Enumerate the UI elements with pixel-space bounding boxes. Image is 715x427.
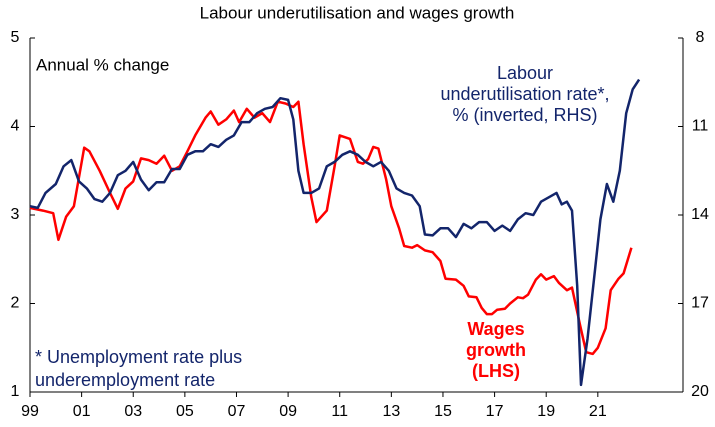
series-line bbox=[29, 100, 633, 356]
series-annotation: growth bbox=[466, 340, 526, 360]
x-tick-label: 11 bbox=[331, 403, 348, 420]
x-tick-label: 13 bbox=[382, 403, 400, 420]
y-tick-label: 2 bbox=[11, 295, 20, 312]
chart-title: Labour underutilisation and wages growth bbox=[200, 3, 515, 22]
x-tick-label: 03 bbox=[124, 403, 142, 420]
series-annotation: Wages bbox=[467, 319, 524, 339]
y-tick-label: 4 bbox=[11, 118, 20, 135]
x-tick-label: 19 bbox=[537, 403, 555, 420]
series-annotation: (LHS) bbox=[472, 361, 520, 381]
series-line bbox=[29, 78, 641, 387]
x-tick-label: 99 bbox=[21, 403, 39, 420]
x-tick-label: 15 bbox=[434, 403, 452, 420]
x-tick-label: 17 bbox=[486, 403, 504, 420]
footnote: * Unemployment rate plus bbox=[35, 347, 242, 367]
y2-tick-label: 14 bbox=[691, 206, 709, 223]
series-annotation: Labour bbox=[497, 63, 553, 83]
y2-tick-label: 8 bbox=[696, 29, 705, 46]
y2-tick-label: 20 bbox=[691, 383, 709, 400]
x-tick-label: 21 bbox=[589, 403, 607, 420]
y-axis-label: Annual % change bbox=[36, 55, 169, 74]
x-tick-label: 09 bbox=[279, 403, 297, 420]
y-tick-label: 5 bbox=[11, 29, 20, 46]
y2-tick-label: 17 bbox=[691, 295, 709, 312]
y-tick-label: 1 bbox=[11, 383, 20, 400]
y2-tick-label: 11 bbox=[692, 118, 709, 135]
series-annotation: % (inverted, RHS) bbox=[452, 105, 597, 125]
x-tick-label: 07 bbox=[228, 403, 246, 420]
y-tick-label: 3 bbox=[11, 206, 20, 223]
x-tick-label: 01 bbox=[73, 403, 91, 420]
x-tick-label: 05 bbox=[176, 403, 194, 420]
series-annotation: underutilisation rate*, bbox=[440, 84, 609, 104]
footnote: underemployment rate bbox=[35, 370, 215, 390]
